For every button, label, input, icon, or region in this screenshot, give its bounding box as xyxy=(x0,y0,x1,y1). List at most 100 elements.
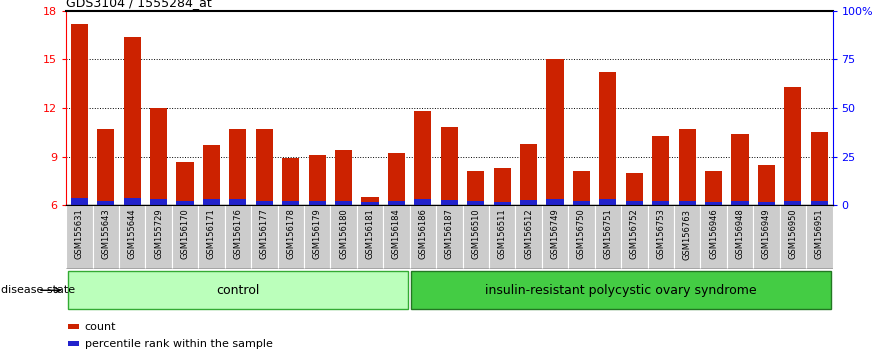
Bar xyxy=(542,205,568,269)
Text: GSM156751: GSM156751 xyxy=(603,209,612,259)
Text: GSM156184: GSM156184 xyxy=(392,209,401,259)
Bar xyxy=(811,132,828,205)
Text: GSM156749: GSM156749 xyxy=(551,209,559,259)
Bar xyxy=(546,199,564,205)
Bar xyxy=(282,158,300,205)
Bar xyxy=(568,205,595,269)
Bar xyxy=(308,155,326,205)
Bar xyxy=(648,205,674,269)
Bar xyxy=(335,150,352,205)
Text: GSM155729: GSM155729 xyxy=(154,209,163,259)
Text: GSM156753: GSM156753 xyxy=(656,209,665,259)
Bar xyxy=(520,144,537,205)
Bar xyxy=(97,201,115,205)
Bar xyxy=(573,171,590,205)
Text: GSM156179: GSM156179 xyxy=(313,209,322,259)
Bar xyxy=(69,341,79,346)
Text: insulin-resistant polycystic ovary syndrome: insulin-resistant polycystic ovary syndr… xyxy=(485,284,757,297)
Bar xyxy=(727,205,753,269)
Bar xyxy=(414,199,432,205)
Bar xyxy=(705,202,722,205)
Text: GSM156170: GSM156170 xyxy=(181,209,189,259)
Bar xyxy=(330,205,357,269)
Text: GSM156511: GSM156511 xyxy=(498,209,507,259)
Bar xyxy=(203,199,220,205)
Bar xyxy=(282,201,300,205)
Bar xyxy=(383,205,410,269)
Bar xyxy=(436,205,463,269)
Bar xyxy=(255,201,273,205)
Bar xyxy=(573,201,590,205)
Bar xyxy=(198,205,225,269)
Bar xyxy=(493,168,511,205)
Bar xyxy=(414,111,432,205)
Bar xyxy=(652,136,670,205)
Bar xyxy=(203,145,220,205)
Bar xyxy=(70,198,88,205)
Text: GSM156178: GSM156178 xyxy=(286,209,295,259)
Text: GSM156951: GSM156951 xyxy=(815,209,824,259)
Text: GSM156763: GSM156763 xyxy=(683,209,692,259)
Bar xyxy=(251,205,278,269)
Bar xyxy=(97,129,115,205)
Bar xyxy=(546,59,564,205)
Bar xyxy=(784,87,802,205)
Bar xyxy=(515,205,542,269)
Bar xyxy=(674,205,700,269)
Bar xyxy=(176,161,194,205)
Bar xyxy=(806,205,833,269)
Bar xyxy=(705,171,722,205)
Bar xyxy=(229,129,247,205)
Bar xyxy=(780,205,806,269)
Text: GSM156181: GSM156181 xyxy=(366,209,374,259)
Bar xyxy=(335,201,352,205)
Bar xyxy=(308,201,326,205)
Bar xyxy=(357,205,383,269)
Bar xyxy=(361,197,379,205)
Bar xyxy=(731,134,749,205)
Bar xyxy=(119,205,145,269)
Bar xyxy=(493,202,511,205)
Bar xyxy=(599,199,617,205)
Text: GSM156949: GSM156949 xyxy=(762,209,771,259)
Text: disease state: disease state xyxy=(1,285,75,295)
Bar xyxy=(225,205,251,269)
Bar xyxy=(410,205,436,269)
Text: GSM155644: GSM155644 xyxy=(128,209,137,259)
Bar xyxy=(229,199,247,205)
Text: GSM155631: GSM155631 xyxy=(75,209,84,259)
Bar xyxy=(599,72,617,205)
Text: GSM156180: GSM156180 xyxy=(339,209,348,259)
Bar xyxy=(595,205,621,269)
Bar xyxy=(811,201,828,205)
Bar xyxy=(255,129,273,205)
Text: control: control xyxy=(216,284,260,297)
Bar xyxy=(467,171,485,205)
FancyBboxPatch shape xyxy=(411,271,831,309)
Text: percentile rank within the sample: percentile rank within the sample xyxy=(85,339,272,349)
Bar xyxy=(93,205,119,269)
Bar xyxy=(172,205,198,269)
Bar xyxy=(731,201,749,205)
Bar xyxy=(758,202,775,205)
Bar xyxy=(758,165,775,205)
Bar xyxy=(440,127,458,205)
Bar xyxy=(123,198,141,205)
Text: GSM156177: GSM156177 xyxy=(260,209,269,259)
Bar xyxy=(520,200,537,205)
FancyBboxPatch shape xyxy=(68,271,408,309)
Bar xyxy=(176,201,194,205)
Bar xyxy=(463,205,489,269)
Bar xyxy=(626,173,643,205)
Bar xyxy=(621,205,648,269)
Bar xyxy=(678,129,696,205)
Bar xyxy=(467,201,485,205)
Text: GSM155643: GSM155643 xyxy=(101,209,110,259)
Text: GSM156510: GSM156510 xyxy=(471,209,480,259)
Bar xyxy=(66,205,93,269)
Text: GSM156187: GSM156187 xyxy=(445,209,454,259)
Bar xyxy=(150,199,167,205)
Text: count: count xyxy=(85,322,116,332)
Text: GSM156186: GSM156186 xyxy=(418,209,427,259)
Text: GSM156171: GSM156171 xyxy=(207,209,216,259)
